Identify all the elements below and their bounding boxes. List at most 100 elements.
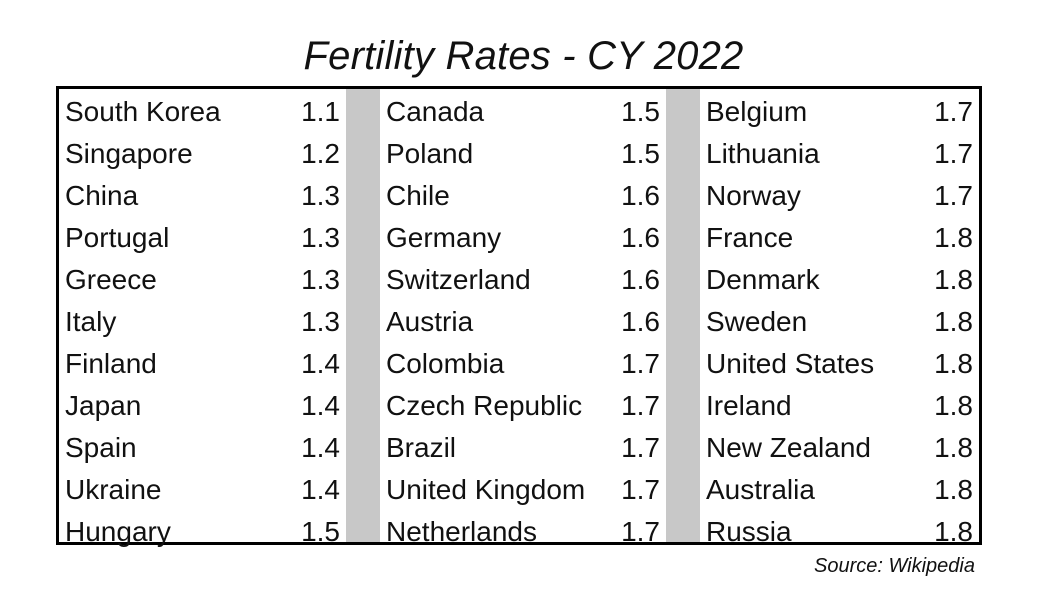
table-row: United States 1.8 (700, 343, 979, 385)
fertility-rate-value: 1.5 (621, 138, 660, 169)
table-column-2: Canada 1.5 Poland 1.5 Chile 1.6 Germany 1.6 Swit… (380, 89, 666, 547)
country-name: Ireland (706, 390, 792, 421)
table-row: Ukraine 1.4 (59, 469, 346, 511)
country-name: Russia (706, 516, 792, 547)
fertility-rate-value: 1.7 (621, 516, 660, 547)
fertility-rate-value: 1.3 (301, 222, 340, 253)
fertility-rate-value: 1.6 (621, 180, 660, 211)
fertility-rate-value: 1.8 (934, 474, 973, 505)
table-row: Germany 1.6 (380, 217, 666, 259)
fertility-rate-value: 1.7 (621, 390, 660, 421)
table-row: France 1.8 (700, 217, 979, 259)
table-row: Austria 1.6 (380, 301, 666, 343)
fertility-rate-value: 1.8 (934, 264, 973, 295)
fertility-rate-value: 1.7 (934, 138, 973, 169)
fertility-rate-value: 1.7 (621, 474, 660, 505)
table-row: Greece 1.3 (59, 259, 346, 301)
country-name: Chile (386, 180, 450, 211)
country-name: Portugal (65, 222, 170, 253)
fertility-rate-value: 1.4 (301, 348, 340, 379)
table-row: Belgium 1.7 (700, 91, 979, 133)
country-name: Belgium (706, 96, 808, 127)
country-name: United Kingdom (386, 474, 586, 505)
fertility-rate-value: 1.4 (301, 432, 340, 463)
table-row: Czech Republic 1.7 (380, 385, 666, 427)
fertility-table: South Korea 1.1 Singapore 1.2 China 1.3 Portug… (56, 86, 982, 547)
country-name: Spain (65, 432, 137, 463)
country-name: Canada (386, 96, 485, 127)
country-name: Sweden (706, 306, 808, 337)
country-name: Switzerland (386, 264, 531, 295)
table-row: United Kingdom 1.7 (380, 469, 666, 511)
fertility-rate-value: 1.7 (621, 348, 660, 379)
table-row: Brazil 1.7 (380, 427, 666, 469)
country-name: Italy (65, 306, 117, 337)
country-name: United States (706, 348, 875, 379)
fertility-rate-value: 1.1 (301, 96, 340, 127)
country-name: Singapore (65, 138, 193, 169)
fertility-rate-value: 1.8 (934, 516, 973, 547)
table-row: Netherlands 1.7 (380, 511, 666, 553)
fertility-rate-value: 1.4 (301, 474, 340, 505)
fertility-rate-value: 1.5 (621, 96, 660, 127)
table-row: New Zealand 1.8 (700, 427, 979, 469)
fertility-rate-value: 1.7 (621, 432, 660, 463)
table-row: Chile 1.6 (380, 175, 666, 217)
fertility-rate-value: 1.6 (621, 306, 660, 337)
country-name: Denmark (706, 264, 820, 295)
column-separator (346, 89, 380, 542)
fertility-rate-value: 1.3 (301, 264, 340, 295)
table-row: Canada 1.5 (380, 91, 666, 133)
source-note: Source: Wikipedia (813, 555, 975, 577)
table-row: Denmark 1.8 (700, 259, 979, 301)
table-row: Norway 1.7 (700, 175, 979, 217)
table-row: Poland 1.5 (380, 133, 666, 175)
fertility-rate-value: 1.3 (301, 306, 340, 337)
table-row: South Korea 1.1 (59, 91, 346, 133)
fertility-rate-value: 1.8 (934, 222, 973, 253)
fertility-rate-value: 1.8 (934, 390, 973, 421)
country-name: Australia (706, 474, 815, 505)
country-name: China (65, 180, 139, 211)
fertility-rate-value: 1.2 (301, 138, 340, 169)
country-name: Norway (706, 180, 801, 211)
table-row: China 1.3 (59, 175, 346, 217)
table-row: Hungary 1.5 (59, 511, 346, 553)
table-row: Ireland 1.8 (700, 385, 979, 427)
fertility-rate-value: 1.8 (934, 432, 973, 463)
table-row: Sweden 1.8 (700, 301, 979, 343)
table-row: Russia 1.8 (700, 511, 979, 553)
country-name: New Zealand (706, 432, 871, 463)
fertility-rate-value: 1.6 (621, 264, 660, 295)
country-name: Lithuania (706, 138, 820, 169)
country-name: Hungary (65, 516, 171, 547)
country-name: Czech Republic (386, 390, 583, 421)
country-name: South Korea (65, 96, 221, 127)
fertility-rate-value: 1.8 (934, 348, 973, 379)
table-row: Finland 1.4 (59, 343, 346, 385)
country-name: Poland (386, 138, 474, 169)
table-column-3: Belgium 1.7 Lithuania 1.7 Norway 1.7 France 1.8… (700, 89, 979, 547)
country-name: Germany (386, 222, 502, 253)
fertility-rate-value: 1.8 (934, 306, 973, 337)
table-row: Australia 1.8 (700, 469, 979, 511)
country-name: France (706, 222, 794, 253)
table-row: Switzerland 1.6 (380, 259, 666, 301)
table-row: Portugal 1.3 (59, 217, 346, 259)
table-row: Lithuania 1.7 (700, 133, 979, 175)
table-row: Colombia 1.7 (380, 343, 666, 385)
table-row: Italy 1.3 (59, 301, 346, 343)
table-row: Japan 1.4 (59, 385, 346, 427)
country-name: Netherlands (386, 516, 537, 547)
chart-title: Fertility Rates - CY 2022 (303, 34, 744, 78)
fertility-rate-value: 1.4 (301, 390, 340, 421)
fertility-rate-value: 1.7 (934, 96, 973, 127)
country-name: Greece (65, 264, 157, 295)
table-row: Singapore 1.2 (59, 133, 346, 175)
table-row: Spain 1.4 (59, 427, 346, 469)
fertility-rate-value: 1.7 (934, 180, 973, 211)
country-name: Brazil (386, 432, 457, 463)
table-column-1: South Korea 1.1 Singapore 1.2 China 1.3 Portug… (59, 89, 346, 547)
fertility-rate-value: 1.6 (621, 222, 660, 253)
country-name: Japan (65, 390, 142, 421)
